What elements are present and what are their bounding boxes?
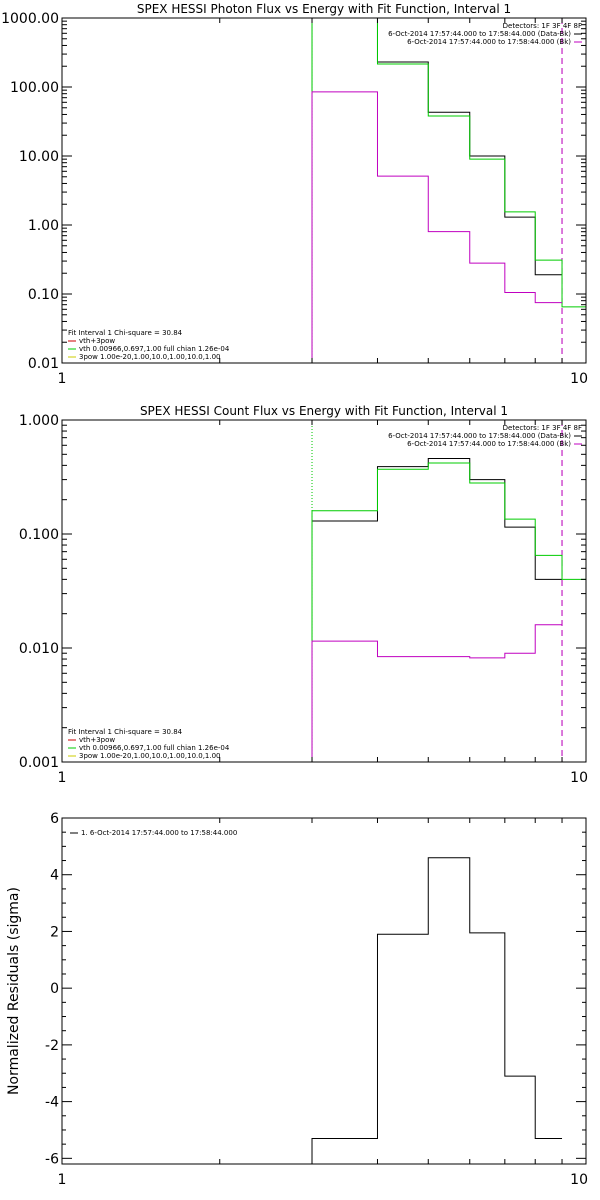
count-xtick-label: 10 (570, 770, 588, 786)
resid-xtick-label: 1 (58, 1172, 67, 1188)
photon-legend-text: 6-Oct-2014 17:57:44.000 to 17:58:44.000 … (388, 30, 571, 38)
photon-ytick-label: 0.10 (28, 287, 59, 303)
count-xtick-label: 1 (58, 770, 67, 786)
photon-legend-text: 3pow 1.00e-20,1.00,10.0,1.00,10.0,1.00 (79, 353, 221, 361)
count-legend-text: vth+3pow (79, 736, 115, 744)
count-legend-text: 3pow 1.00e-20,1.00,10.0,1.00,10.0,1.00 (79, 752, 221, 760)
photon-series-2 (311, 91, 563, 363)
photon-legend-text: 6-Oct-2014 17:57:44.000 to 17:58:44.000 … (407, 38, 571, 46)
resid-ytick-label: -4 (45, 1095, 59, 1111)
count-plot-area (311, 420, 586, 762)
count-legend-text: vth 0.00966,0.697,1.00 full chian 1.26e-… (79, 744, 230, 752)
resid-ylabel: Normalized Residuals (sigma) (6, 887, 22, 1095)
count-ytick-label: 0.010 (19, 641, 59, 657)
count-axes (61, 419, 587, 763)
resid-ytick-label: 4 (50, 868, 59, 884)
photon-legend-text: Detectors: 1F 3F 4F 8F (503, 22, 582, 30)
photon-legend-text: vth 0.00966,0.697,1.00 full chian 1.26e-… (79, 345, 230, 353)
photon-title: SPEX HESSI Photon Flux vs Energy with Fi… (137, 2, 511, 16)
count-panel: SPEX HESSI Count Flux vs Energy with Fit… (19, 404, 588, 786)
photon-series-1 (311, 18, 586, 363)
resid-ytick-label: 6 (50, 811, 59, 827)
photon-legend-text: Fit Interval 1 Chi-square = 30.84 (68, 329, 183, 337)
resid-ytick-label: -6 (45, 1151, 59, 1167)
photon-xtick-label: 10 (570, 371, 588, 387)
count-ytick-label: 1.000 (19, 413, 59, 429)
count-legend-text: Detectors: 1F 3F 4F 8F (503, 424, 582, 432)
photon-axes (61, 17, 587, 364)
photon-ytick-label: 10.00 (19, 149, 59, 165)
count-series-1 (311, 462, 586, 762)
count-ytick-label: 0.100 (19, 527, 59, 543)
resid-ytick-label: 0 (50, 981, 59, 997)
resid-series-0 (311, 857, 563, 1164)
photon-ytick-label: 0.01 (28, 356, 59, 372)
photon-xtick-label: 1 (58, 371, 67, 387)
photon-ytick-label: 1000.00 (1, 11, 59, 27)
count-legend-text: Fit Interval 1 Chi-square = 30.84 (68, 728, 183, 736)
resid-xtick-label: 10 (570, 1172, 588, 1188)
count-title: SPEX HESSI Count Flux vs Energy with Fit… (140, 404, 508, 418)
count-series-2 (311, 624, 563, 762)
photon-panel: SPEX HESSI Photon Flux vs Energy with Fi… (1, 2, 588, 387)
count-legend-text: 6-Oct-2014 17:57:44.000 to 17:58:44.000 … (388, 432, 571, 440)
photon-ytick-label: 1.00 (28, 218, 59, 234)
resid-panel: Normalized Residuals (sigma) 1 10 -6 -4 -2 0 2 4… (6, 811, 588, 1188)
photon-legend-text: vth+3pow (79, 337, 115, 345)
count-ytick-label: 0.001 (19, 755, 59, 771)
resid-axes (61, 817, 587, 1165)
count-series-0 (311, 457, 563, 762)
resid-legend-text: 1. 6-Oct-2014 17:57:44.000 to 17:58:44.0… (81, 829, 237, 837)
photon-plot-area (311, 18, 586, 363)
count-legend-text: 6-Oct-2014 17:57:44.000 to 17:58:44.000 … (407, 440, 571, 448)
resid-plot-area (311, 857, 563, 1164)
resid-ytick-label: -2 (45, 1038, 59, 1054)
photon-series-0 (311, 18, 563, 363)
photon-ytick-label: 100.00 (10, 80, 59, 96)
resid-ytick-label: 2 (50, 924, 59, 940)
